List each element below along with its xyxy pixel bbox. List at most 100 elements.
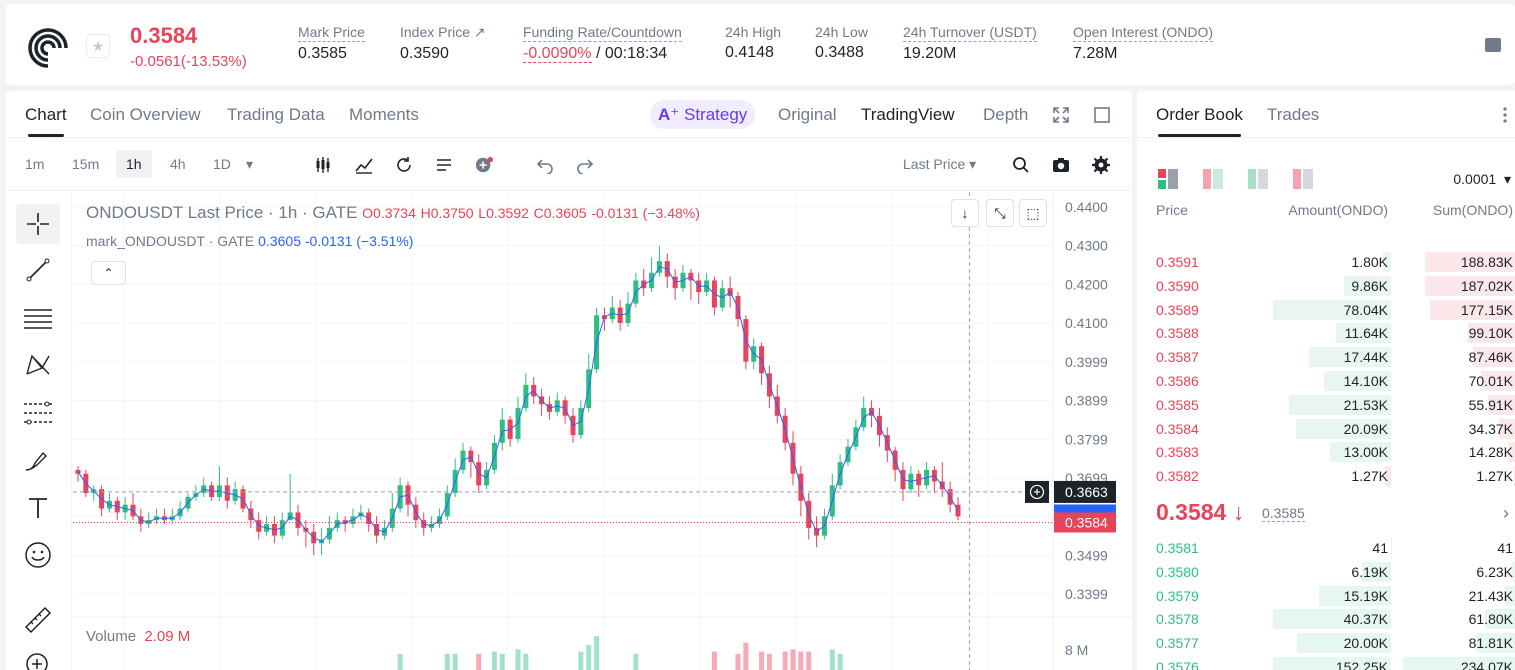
depth-bar <box>1424 252 1515 272</box>
bid-row[interactable]: 0.3578 40.37K 61.80K <box>1137 608 1515 630</box>
popout-window-icon[interactable] <box>1094 107 1110 123</box>
low-value: 0.3488 <box>815 44 864 61</box>
fib-tool[interactable] <box>16 393 60 433</box>
more-options-icon[interactable] <box>1503 106 1507 124</box>
precision-select[interactable]: 0.0001 ▾ <box>1453 171 1511 188</box>
ask-row[interactable]: 0.3582 1.27K 1.27K <box>1137 465 1515 487</box>
volume-bar <box>491 651 497 670</box>
volume-bar <box>499 653 505 670</box>
asks-view-icon[interactable] <box>1202 168 1224 190</box>
order-sum: 188.83K <box>1460 254 1513 270</box>
mark-price-label[interactable]: Mark Price <box>298 24 365 42</box>
refresh-icon[interactable] <box>395 156 413 174</box>
open-interest-label[interactable]: Open Interest (ONDO) <box>1073 24 1214 42</box>
volume-bar <box>578 651 584 670</box>
ask-row[interactable]: 0.3591 1.80K 188.83K <box>1137 251 1515 273</box>
y-tick-label: 0.4200 <box>1065 276 1108 292</box>
ask-row[interactable]: 0.3584 20.09K 34.37K <box>1137 418 1515 440</box>
ask-row[interactable]: 0.3588 11.64K 99.10K <box>1137 322 1515 344</box>
scroll-down-icon[interactable]: ↓ <box>951 199 979 227</box>
ask-row[interactable]: 0.3589 78.04K 177.15K <box>1137 299 1515 321</box>
brush-tool[interactable] <box>16 441 60 481</box>
camera-icon[interactable] <box>1052 156 1070 174</box>
amount-bar <box>1296 633 1391 654</box>
fullscreen-icon[interactable] <box>1053 107 1069 123</box>
view-depth[interactable]: Depth <box>983 105 1029 124</box>
both-sides-view-icon[interactable] <box>1157 168 1179 190</box>
collapse-arrows-icon[interactable]: ⤡ <box>986 199 1014 227</box>
tab-trades[interactable]: Trades <box>1267 105 1320 124</box>
candlestick-plot[interactable]: 0.4400 0.4300 0.4200 0.4100 0.3999 0.3899 0.37… <box>73 192 1132 670</box>
bid-row[interactable]: 0.3576 152.25K 234.07K <box>1137 656 1515 670</box>
amount-bar <box>1344 275 1391 296</box>
text-tool[interactable] <box>16 488 60 528</box>
gear-icon[interactable] <box>1092 156 1110 174</box>
bid-row[interactable]: 0.3581 41 41 <box>1137 537 1515 559</box>
search-icon[interactable] <box>1012 156 1030 174</box>
ask-row[interactable]: 0.3590 9.86K 187.02K <box>1137 275 1515 297</box>
timeframe-1h[interactable]: 1h <box>116 150 152 178</box>
timeframe-15m[interactable]: 15m <box>72 156 100 172</box>
amount-bar <box>1324 371 1391 391</box>
volume-bar <box>515 649 521 670</box>
tab-chart[interactable]: Chart <box>25 105 67 137</box>
order-amount: 152.25K <box>1335 659 1388 670</box>
tab-trading-data[interactable]: Trading Data <box>227 105 325 124</box>
ondo-logo-icon <box>28 28 68 68</box>
tab-order-book[interactable]: Order Book <box>1156 105 1243 137</box>
order-amount: 11.64K <box>1344 325 1388 342</box>
bid-row[interactable]: 0.3580 6.19K 6.23K <box>1137 561 1515 583</box>
order-sum: 87.46K <box>1468 349 1513 366</box>
timeframe-more-icon[interactable]: ▾ <box>246 156 254 172</box>
timeframe-1m[interactable]: 1m <box>25 156 45 172</box>
price-source-select[interactable]: Last Price ▾ <box>903 156 976 173</box>
volume-bar <box>633 653 639 670</box>
y-tick-label: 0.3799 <box>1065 431 1108 447</box>
turnover-label[interactable]: 24h Turnover (USDT) <box>903 24 1037 42</box>
volume-bar <box>837 653 843 670</box>
crosshair-tool[interactable] <box>16 204 60 244</box>
favorite-star-icon[interactable]: ★ <box>86 34 110 58</box>
trend-line-tool[interactable] <box>16 250 60 290</box>
collapse-legend-button[interactable]: ⌃ <box>91 261 126 285</box>
guide-book-icon[interactable] <box>1485 38 1501 52</box>
index-price-label[interactable]: Index Price ↗ <box>400 24 486 40</box>
volume-bar <box>829 649 835 670</box>
view-original[interactable]: Original <box>778 105 837 124</box>
tab-moments[interactable]: Moments <box>349 105 419 124</box>
indicators-icon[interactable] <box>355 156 373 174</box>
order-price: 0.3587 <box>1156 349 1199 366</box>
bids-view-icon[interactable] <box>1247 168 1269 190</box>
tab-coin-overview[interactable]: Coin Overview <box>90 105 201 124</box>
order-amount: 14.10K <box>1343 373 1388 389</box>
bid-row[interactable]: 0.3577 20.00K 81.81K <box>1137 632 1515 654</box>
zoom-in-tool[interactable] <box>16 644 60 670</box>
undo-icon[interactable] <box>536 156 554 174</box>
price-chart[interactable]: 0.4400 0.4300 0.4200 0.4100 0.3999 0.3899 0.37… <box>73 192 1132 670</box>
candle-type-icon[interactable] <box>314 156 332 174</box>
order-sum: 34.37K <box>1468 420 1513 437</box>
horizontal-lines-tool[interactable] <box>16 298 60 338</box>
depth-view-icon[interactable] <box>1292 168 1314 190</box>
ask-row[interactable]: 0.3586 14.10K 70.01K <box>1137 370 1515 392</box>
ask-row[interactable]: 0.3587 17.44K 87.46K <box>1137 346 1515 368</box>
timeframe-1d[interactable]: 1D <box>213 156 231 172</box>
funding-label[interactable]: Funding Rate/Countdown <box>523 24 682 42</box>
chevron-right-icon[interactable]: › <box>1503 503 1509 523</box>
timeframe-4h[interactable]: 4h <box>170 156 186 172</box>
add-indicator-icon[interactable] <box>475 156 493 174</box>
pattern-tool[interactable] <box>16 345 60 385</box>
volume-bar <box>594 636 600 670</box>
emoji-tool[interactable] <box>16 535 60 575</box>
ask-row[interactable]: 0.3583 13.00K 14.28K <box>1137 441 1515 463</box>
brush-icon <box>25 451 47 471</box>
ask-row[interactable]: 0.3585 21.53K 55.91K <box>1137 394 1515 416</box>
redo-icon[interactable] <box>576 156 594 174</box>
volume-bar <box>806 651 812 670</box>
view-tradingview[interactable]: TradingView <box>861 105 955 124</box>
strategy-button[interactable]: A⁺ Strategy <box>650 100 756 129</box>
screenshot-frame-icon[interactable]: ⬚ <box>1019 199 1047 227</box>
bid-row[interactable]: 0.3579 15.19K 21.43K <box>1137 585 1515 607</box>
settings-list-icon[interactable] <box>435 156 453 174</box>
measure-tool[interactable] <box>16 600 60 640</box>
